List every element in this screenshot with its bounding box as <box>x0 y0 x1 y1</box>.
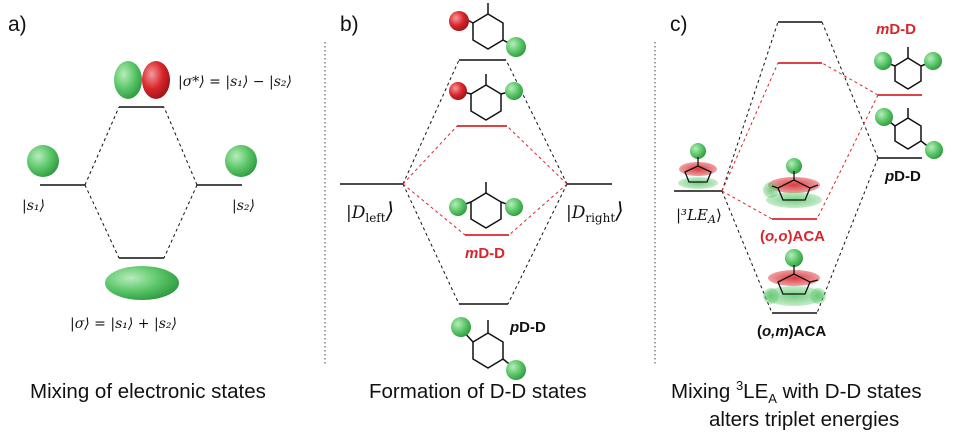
d-right-label: |Dright⟩ <box>566 199 624 225</box>
orbital-red <box>449 11 469 31</box>
panel-c-caption-line2: alters triplet energies <box>709 408 899 431</box>
sigma-star-orbital-red <box>142 61 170 99</box>
molecule-b-mdd <box>459 182 513 229</box>
orbital-green <box>925 141 943 159</box>
panel-a-caption: Mixing of electronic states <box>30 380 266 403</box>
panel-a-label: a) <box>8 13 27 36</box>
molecule-b-top <box>461 3 515 50</box>
omaca-label: (o,m)ACA <box>757 323 826 340</box>
panel-c-caption-line1: Mixing 3LEA with D-D states <box>671 378 922 406</box>
orbital-green <box>506 360 526 380</box>
ooaca-label: (o,o)ACA <box>760 228 825 245</box>
mdd-label-b: mD-D <box>465 245 505 262</box>
orbital-green <box>449 198 467 216</box>
panel-a: a) |s₁⟩ |s₂⟩ |σ*⟩ = |s₁⟩ − |s₂⟩ |σ⟩ = |s… <box>8 13 292 403</box>
molecule-b-mid <box>459 74 513 121</box>
pdd-label-b: pD-D <box>509 319 546 336</box>
sigma-orbital <box>105 266 179 300</box>
s1-orbital <box>27 145 59 177</box>
s2-orbital <box>225 145 257 177</box>
panel-c-connectors-black <box>721 21 879 314</box>
molecule-omaca <box>763 249 826 306</box>
panel-b-caption: Formation of D-D states <box>369 380 587 403</box>
sigma-star-orbital-green <box>114 61 142 99</box>
orbital-green <box>506 37 526 57</box>
orbital-green <box>505 198 523 216</box>
orbital-green <box>924 52 942 70</box>
molecule-3le <box>678 143 718 189</box>
mdd-label-c: mD-D <box>876 21 916 38</box>
molecule-ooaca <box>763 158 822 208</box>
panel-b: b) <box>340 3 624 403</box>
orbital-green <box>874 52 892 70</box>
orbital-red <box>449 82 467 100</box>
panel-b-connectors-black <box>402 59 568 305</box>
orbital-green <box>505 82 523 100</box>
panel-a-connectors <box>84 106 198 259</box>
orbital-green <box>875 108 893 126</box>
panel-c-connectors-red <box>721 62 879 220</box>
pdd-label-c: pD-D <box>884 168 921 185</box>
s2-label: |s₂⟩ <box>232 198 255 214</box>
sigma-star-label: |σ*⟩ = |s₁⟩ − |s₂⟩ <box>178 74 292 90</box>
sigma-label: |σ⟩ = |s₁⟩ + |s₂⟩ <box>70 316 177 332</box>
panel-c: c) <box>670 13 943 431</box>
s1-label: |s₁⟩ <box>22 198 45 214</box>
molecule-c-mdd <box>884 47 932 90</box>
3le-label: |³LEA⟩ <box>676 206 722 226</box>
panel-b-connectors-red <box>402 125 568 236</box>
panel-c-label: c) <box>670 13 688 36</box>
orbital-green <box>451 317 471 337</box>
molecule-c-pdd <box>885 108 931 150</box>
panel-b-label: b) <box>340 13 359 36</box>
d-left-label: |Dleft⟩ <box>346 199 394 225</box>
